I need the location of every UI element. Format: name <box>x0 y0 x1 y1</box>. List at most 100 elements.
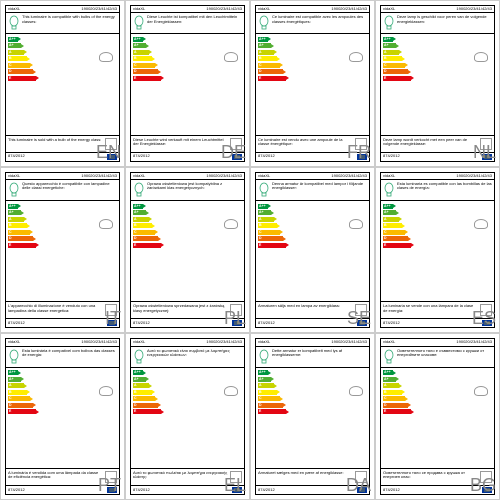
lamp-icon <box>224 386 238 396</box>
energy-arrow: E <box>8 409 48 415</box>
energy-chart: A++A+ABCDE <box>131 201 244 302</box>
energy-arrow: D <box>383 69 423 75</box>
energy-arrow: E <box>133 75 173 81</box>
lamp-icon <box>474 386 488 396</box>
bulb-icon <box>383 15 395 31</box>
bottom-text: Осветителното тяло се продава с крушка о… <box>383 471 478 483</box>
energy-arrow: A <box>8 383 48 389</box>
energy-arrow: E <box>133 242 173 248</box>
language-code: FR <box>347 142 371 163</box>
energy-arrow: D <box>258 402 298 408</box>
energy-chart: A++A+ABCDE <box>256 34 369 135</box>
bulb-icon <box>8 15 20 31</box>
lamp-icon <box>349 52 363 62</box>
energy-chart: A++A+ABCDE <box>381 368 494 469</box>
energy-arrow: B <box>383 56 423 62</box>
energy-label: vidaXL190020/23/41/42/43Dette armatur er… <box>255 338 370 495</box>
language-code: PT <box>98 475 121 496</box>
energy-arrow: D <box>8 69 48 75</box>
energy-arrow: E <box>133 409 173 415</box>
energy-arrow: E <box>8 75 48 81</box>
energy-arrow: A+ <box>258 210 298 216</box>
lamp-icon <box>99 219 113 229</box>
energy-label: vidaXL190020/23/41/42/43Esta luminária é… <box>5 338 120 495</box>
label-cell-se: vidaXL190020/23/41/42/43Denna armatur är… <box>250 167 375 334</box>
energy-arrow: E <box>383 409 423 415</box>
energy-arrow: A++ <box>133 36 173 42</box>
energy-arrow: A++ <box>8 370 48 376</box>
energy-arrow: D <box>8 236 48 242</box>
regulation: 874/2012 <box>133 488 150 492</box>
energy-arrow: B <box>8 56 48 62</box>
energy-arrow: A+ <box>383 210 423 216</box>
energy-chart: A++A+ABCDE <box>6 34 119 135</box>
energy-arrow: C <box>133 229 173 235</box>
energy-label: vidaXL190020/23/41/42/43Diese Leuchte is… <box>130 5 245 162</box>
top-text: Questo apparecchio è compatibile con lam… <box>22 182 117 198</box>
energy-label: vidaXL190020/23/41/42/43Deze lamp is ges… <box>380 5 495 162</box>
energy-arrow: A <box>133 383 173 389</box>
energy-arrow: A+ <box>8 210 48 216</box>
energy-label-grid: vidaXL 190020/23/41/42/43 This luminaire i… <box>0 0 500 500</box>
brand: vidaXL <box>383 174 395 178</box>
energy-arrow: A++ <box>383 203 423 209</box>
energy-arrow: A+ <box>133 210 173 216</box>
product-code: 190020/23/41/42/43 <box>206 340 242 344</box>
regulation: 874/2012 <box>383 321 400 325</box>
bottom-text: Diese Leuchte wird verkauft mit einem Le… <box>133 138 228 150</box>
label-cell-da: vidaXL190020/23/41/42/43Dette armatur er… <box>250 333 375 500</box>
energy-arrow: A++ <box>8 36 48 42</box>
energy-arrow: A <box>383 216 423 222</box>
brand: vidaXL <box>383 340 395 344</box>
language-code: IT <box>105 308 121 329</box>
product-code: 190020/23/41/42/43 <box>81 174 117 178</box>
energy-label: vidaXL190020/23/41/42/43Ce luminaire est… <box>255 5 370 162</box>
energy-arrow: B <box>133 223 173 229</box>
energy-arrow: A+ <box>133 376 173 382</box>
label-cell-de: vidaXL190020/23/41/42/43Diese Leuchte is… <box>125 0 250 167</box>
energy-arrow: B <box>258 223 298 229</box>
energy-label: vidaXL190020/23/41/42/43Oprawa oświetlen… <box>130 172 245 329</box>
top-text: Esta luminária é compatível com bolbos d… <box>22 349 117 365</box>
language-code: SE <box>347 308 371 329</box>
bulb-icon <box>133 182 145 198</box>
energy-arrow: D <box>383 402 423 408</box>
language-code: DA <box>346 475 371 496</box>
label-cell-nl: vidaXL190020/23/41/42/43Deze lamp is ges… <box>375 0 500 167</box>
energy-arrow: C <box>8 62 48 68</box>
energy-arrow: C <box>383 62 423 68</box>
product-code: 190020/23/41/42/43 <box>206 7 242 11</box>
energy-arrow: C <box>258 396 298 402</box>
regulation: 874/2012 <box>8 154 25 158</box>
energy-arrow: B <box>383 223 423 229</box>
label-cell-pt: vidaXL190020/23/41/42/43Esta luminária é… <box>0 333 125 500</box>
language-code: EN <box>96 142 121 163</box>
lamp-icon <box>349 386 363 396</box>
energy-arrow: C <box>383 229 423 235</box>
bulb-icon <box>133 15 145 31</box>
energy-arrow: A <box>258 49 298 55</box>
energy-arrow: C <box>8 396 48 402</box>
lamp-icon <box>474 219 488 229</box>
energy-arrow: E <box>383 75 423 81</box>
energy-arrow: E <box>258 75 298 81</box>
top-text: Esta luminaria es compatible con las bom… <box>397 182 492 198</box>
label-cell-bg: vidaXL190020/23/41/42/43Осветителното тя… <box>375 333 500 500</box>
brand: vidaXL <box>133 340 145 344</box>
language-code: PL <box>224 308 246 329</box>
energy-arrow: A <box>133 216 173 222</box>
energy-arrow: A++ <box>133 370 173 376</box>
energy-chart: A++A+ABCDE <box>381 34 494 135</box>
top-text: This luminaire is compatible with bulbs … <box>22 15 117 31</box>
product-code: 190020/23/41/42/43 <box>331 340 367 344</box>
energy-arrow: A <box>8 49 48 55</box>
energy-arrow: D <box>133 69 173 75</box>
lamp-icon <box>474 52 488 62</box>
energy-arrow: B <box>258 389 298 395</box>
energy-arrow: A+ <box>133 43 173 49</box>
brand: vidaXL <box>258 174 270 178</box>
label-cell-pl: vidaXL190020/23/41/42/43Oprawa oświetlen… <box>125 167 250 334</box>
energy-arrow: C <box>258 62 298 68</box>
energy-arrow: B <box>258 56 298 62</box>
energy-arrow: A++ <box>383 370 423 376</box>
